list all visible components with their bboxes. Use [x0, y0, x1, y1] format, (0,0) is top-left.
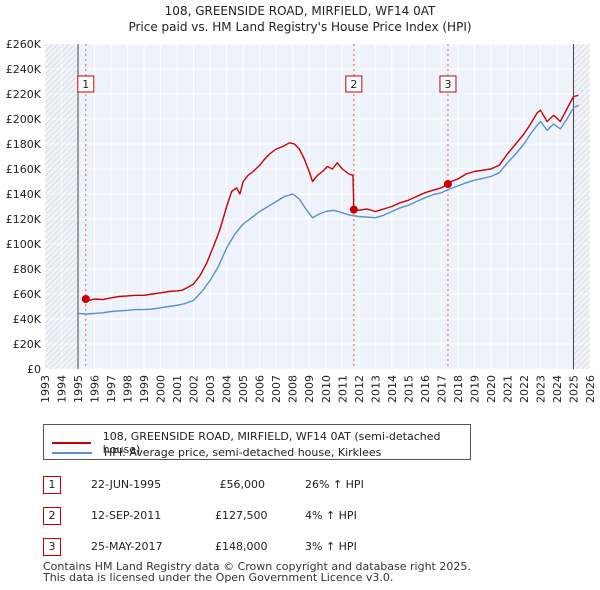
x-tick-label: 2004: [221, 375, 234, 403]
hpi-line: [77, 104, 579, 315]
sale-date: 25-MAY-2017: [91, 540, 163, 553]
x-tick-label: 2020: [485, 375, 498, 403]
x-tick-label: 2000: [155, 375, 168, 403]
y-tick-label: £80K: [13, 263, 42, 276]
x-tick-label: 2009: [303, 375, 316, 403]
y-tick-label: £140K: [6, 188, 42, 201]
x-tick-label: 2018: [452, 375, 465, 403]
x-tick-label: 2010: [320, 375, 333, 403]
x-tick-label: 2026: [584, 375, 597, 403]
y-tick-label: £200K: [6, 113, 42, 126]
y-tick-label: £0: [27, 363, 41, 376]
sale-row-3: 3 25-MAY-2017 £148,000 3% ↑ HPI: [43, 538, 443, 556]
y-tick-label: £60K: [13, 288, 42, 301]
y-tick-label: £20K: [13, 338, 42, 351]
chart-subtitle: Price paid vs. HM Land Registry's House …: [128, 20, 472, 34]
x-tick-label: 1996: [89, 375, 102, 403]
sale-row-2: 2 12-SEP-2011 £127,500 4% ↑ HPI: [43, 507, 443, 525]
x-tick-label: 2006: [254, 375, 267, 403]
y-tick-label: £100K: [6, 238, 42, 251]
sale-price: £127,500: [215, 509, 268, 522]
sale-point: [81, 295, 90, 303]
x-tick-label: 2001: [171, 375, 184, 403]
x-tick-label: 2002: [188, 375, 201, 403]
sale-marker-box: [77, 75, 95, 93]
x-tick-label: 2014: [386, 375, 399, 403]
plot-area: [45, 44, 590, 369]
post-data-hatch: [573, 44, 590, 369]
x-tick-label: 2019: [468, 375, 481, 403]
x-tick-label: 2022: [518, 375, 531, 403]
x-tick-label: 2025: [567, 375, 580, 403]
x-tick-label: 2016: [419, 375, 432, 403]
sale-hpi-change: 4% ↑ HPI: [305, 509, 357, 522]
sale-price: £148,000: [215, 540, 268, 553]
x-tick-label: 2012: [353, 375, 366, 403]
chart-legend: 108, GREENSIDE ROAD, MIRFIELD, WF14 0AT …: [43, 424, 471, 460]
sale-marker-box: [439, 75, 457, 93]
y-tick-label: £220K: [6, 88, 42, 101]
x-tick-label: 1999: [138, 375, 151, 403]
legend-swatch-property: [52, 442, 91, 444]
x-tick-label: 1997: [105, 375, 118, 403]
sale-marker-box: [345, 75, 363, 93]
sale-price: £56,000: [219, 478, 266, 491]
sale-marker-label: 3: [444, 78, 451, 91]
x-tick-label: 2015: [402, 375, 415, 403]
legend-item-property: 108, GREENSIDE ROAD, MIRFIELD, WF14 0AT …: [52, 430, 470, 456]
sale-hpi-change: 3% ↑ HPI: [305, 540, 357, 553]
y-tick-label: £160K: [6, 163, 42, 176]
x-tick-label: 2011: [336, 375, 349, 403]
attribution: Contains HM Land Registry data © Crown c…: [43, 561, 471, 583]
sale-point: [443, 180, 452, 188]
x-tick-label: 2023: [534, 375, 547, 403]
sale-date: 22-JUN-1995: [91, 478, 162, 491]
y-tick-label: £120K: [6, 213, 42, 226]
x-tick-label: 2008: [287, 375, 300, 403]
x-tick-label: 1995: [72, 375, 85, 403]
attribution-line-2: This data is licensed under the Open Gov…: [43, 571, 394, 584]
x-tick-label: 2013: [369, 375, 382, 403]
x-tick-label: 2017: [435, 375, 448, 403]
legend-label-property: 108, GREENSIDE ROAD, MIRFIELD, WF14 0AT …: [102, 430, 441, 456]
sale-number-badge: 3: [43, 538, 61, 556]
sale-date: 12-SEP-2011: [91, 509, 162, 522]
sale-row-1: 1 22-JUN-1995 £56,000 26% ↑ HPI: [43, 476, 443, 494]
sale-marker-label: 2: [350, 78, 357, 91]
sale-point: [349, 205, 358, 214]
pre-data-hatch: [45, 44, 79, 369]
legend-swatch-hpi: [52, 451, 92, 454]
price-chart: 1 2 3 £0 £20K £40K £60K £80K £100K £120K £140K £16…: [6, 38, 597, 403]
y-tick-label: £40K: [13, 313, 42, 326]
x-tick-label: 1998: [122, 375, 135, 403]
sale-number-badge: 2: [43, 507, 61, 525]
sale-hpi-change: 26% ↑ HPI: [305, 478, 364, 491]
y-tick-label: £180K: [6, 138, 42, 151]
legend-label-hpi: HPI: Average price, semi-detached house,…: [104, 446, 382, 459]
sale-number-badge: 1: [43, 476, 61, 494]
x-tick-label: 2021: [501, 375, 514, 403]
x-tick-label: 1994: [56, 375, 69, 403]
x-tick-label: 2003: [204, 375, 217, 403]
x-tick-label: 2024: [551, 375, 564, 403]
chart-title: 108, GREENSIDE ROAD, MIRFIELD, WF14 0AT: [164, 4, 436, 18]
property-price-line: [85, 94, 579, 301]
attribution-line-1: Contains HM Land Registry data © Crown c…: [43, 560, 471, 573]
y-tick-label: £260K: [6, 38, 42, 51]
legend-item-hpi: HPI: Average price, semi-detached house,…: [52, 446, 381, 459]
sale-marker-label: 1: [82, 78, 89, 91]
x-tick-label: 1993: [39, 375, 52, 403]
x-tick-label: 2005: [237, 375, 250, 403]
x-tick-label: 2007: [270, 375, 283, 403]
y-tick-label: £240K: [6, 63, 42, 76]
